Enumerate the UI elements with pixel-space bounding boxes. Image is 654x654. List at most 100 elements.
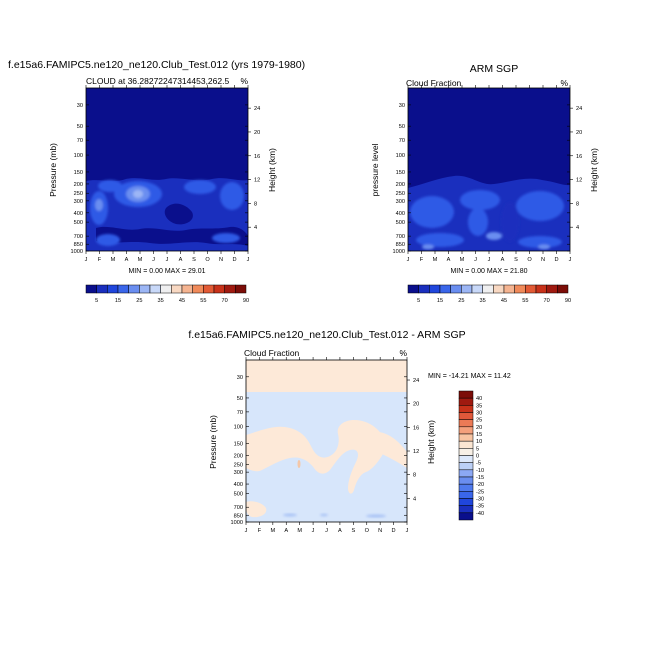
x-tick-label: O: [527, 257, 532, 263]
y-tick-label: 150: [74, 170, 83, 176]
colorbar-label: -40: [476, 511, 484, 517]
colorbar-swatch: [525, 284, 537, 294]
colorbar-swatch: [458, 498, 474, 506]
colorbar-swatch: [482, 284, 494, 294]
panel-obs: ARM SGP Cloud Fraction % 30 50 70 100 150 200…: [370, 63, 599, 304]
y-tick-label: 100: [234, 425, 243, 431]
x-tick-label: N: [378, 528, 382, 534]
colorbar-label: 90: [565, 298, 571, 304]
x-tick-label: J: [152, 257, 155, 263]
colorbar-swatch: [458, 440, 474, 449]
panel-obs-right-label: %: [560, 78, 568, 88]
y-tick-label: 70: [77, 138, 83, 144]
colorbar-swatch: [458, 426, 474, 435]
contour-model-10: [184, 180, 216, 194]
panel-diff-title: f.e15a6.FAMIPC5.ne120_ne120.Club_Test.01…: [188, 329, 465, 341]
height-tick-label: 20: [413, 402, 419, 408]
x-tick-label: J: [474, 257, 477, 263]
x-tick-label: N: [219, 257, 223, 263]
colorbar-label: 45: [501, 298, 507, 304]
height-tick-label: 24: [254, 106, 260, 112]
colorbar-label: 15: [115, 298, 121, 304]
height-tick-label: 24: [576, 106, 582, 112]
colorbar-swatch: [458, 433, 474, 442]
y-tick-label: 300: [234, 470, 243, 476]
x-tick-label: O: [365, 528, 370, 534]
colorbar-label: -30: [476, 497, 484, 503]
colorbar-label: 15: [476, 432, 482, 438]
colorbar-label: -25: [476, 489, 484, 495]
x-tick-label: M: [270, 528, 275, 534]
contour-diff-neg: [320, 513, 328, 517]
colorbar-swatch: [439, 284, 451, 294]
height-tick-label: 12: [576, 178, 582, 184]
colorbar-swatch: [418, 284, 430, 294]
contour-obs-dark: [501, 202, 519, 242]
colorbar-swatch: [181, 284, 193, 294]
panel-model-field: [86, 88, 248, 251]
y-tick-label: 850: [396, 242, 405, 248]
colorbar-label: 35: [158, 298, 164, 304]
y-tick-label: 70: [237, 410, 243, 416]
colorbar-swatch: [85, 284, 97, 294]
colorbar-swatch: [429, 284, 441, 294]
y-tick-label: 50: [399, 124, 405, 130]
x-tick-label: A: [125, 257, 129, 263]
colorbar-swatch: [557, 284, 569, 294]
contour-obs-10: [416, 233, 464, 247]
colorbar-swatch: [535, 284, 547, 294]
colorbar-label: 35: [476, 403, 482, 409]
contour-obs-15: [422, 244, 434, 250]
colorbar-swatch: [139, 284, 151, 294]
colorbar-swatch: [107, 284, 119, 294]
y-tick-label: 400: [234, 482, 243, 488]
y-tick-label: 100: [74, 153, 83, 159]
colorbar-label: 90: [243, 298, 249, 304]
height-tick-label: 16: [254, 154, 260, 160]
y-tick-label: 150: [234, 441, 243, 447]
y-tick-label: 250: [396, 191, 405, 197]
x-tick-label: J: [488, 257, 491, 263]
colorbar-label: -15: [476, 475, 484, 481]
contour-obs-10: [410, 196, 454, 228]
x-tick-label: J: [312, 528, 315, 534]
colorbar-label: 45: [179, 298, 185, 304]
contour-model-20: [95, 199, 103, 211]
colorbar-swatch: [149, 284, 161, 294]
x-tick-label: J: [247, 257, 250, 263]
colorbar-label: 15: [437, 298, 443, 304]
x-tick-label: D: [554, 257, 558, 263]
colorbar-swatch: [458, 405, 474, 413]
height-tick-label: 12: [254, 178, 260, 184]
panel-model-colorbar: 5 15 25 35 45 55 70 90: [85, 284, 249, 304]
contour-model-10: [96, 234, 120, 246]
height-tick-label: 12: [413, 449, 419, 455]
colorbar-label: -20: [476, 482, 484, 488]
colorbar-swatch: [458, 469, 474, 478]
colorbar-swatch: [503, 284, 515, 294]
x-tick-label: J: [245, 528, 248, 534]
y-tick-label: 200: [234, 453, 243, 459]
y-tick-label: 500: [74, 220, 83, 226]
contour-model-10: [212, 233, 240, 243]
colorbar-swatch: [213, 284, 225, 294]
x-tick-label: J: [406, 528, 409, 534]
height-tick-label: 20: [576, 130, 582, 136]
panel-obs-colorbar: 5 15 25 35 45 55 70 90: [407, 284, 571, 304]
x-tick-label: J: [85, 257, 88, 263]
x-tick-label: J: [407, 257, 410, 263]
x-tick-label: J: [569, 257, 572, 263]
colorbar-swatch: [458, 419, 474, 428]
colorbar-label: 5: [417, 298, 420, 304]
colorbar-swatch: [171, 284, 183, 294]
colorbar-label: 40: [476, 396, 482, 402]
colorbar-label: 25: [136, 298, 142, 304]
y-tick-label: 850: [234, 513, 243, 519]
colorbar-swatch: [514, 284, 526, 294]
colorbar-label: 55: [200, 298, 206, 304]
contour-diff-pos-peak: [297, 460, 301, 468]
colorbar-swatch: [458, 448, 474, 456]
panel-obs-ylabel: pressure level: [370, 143, 380, 196]
height-tick-label: 4: [254, 225, 257, 231]
